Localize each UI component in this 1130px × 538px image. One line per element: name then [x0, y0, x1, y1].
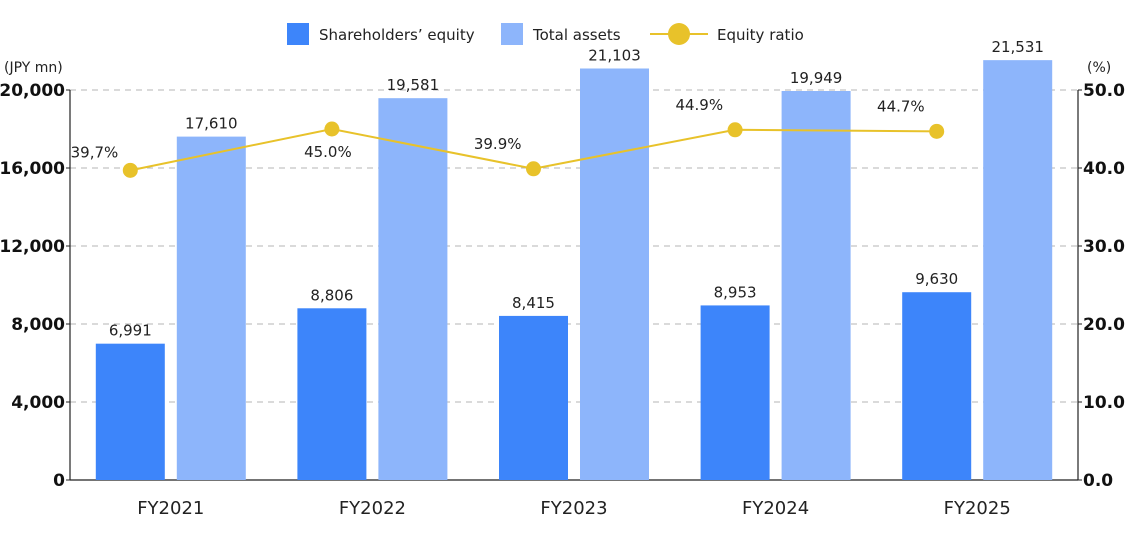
equity-ratio-point: [929, 123, 945, 139]
assets-bar-fy2024: [781, 90, 851, 480]
right-tick-label: 0.0: [1083, 471, 1113, 491]
equity-bar-fy2021: [95, 343, 165, 480]
right-tick-label: 50.0: [1083, 81, 1125, 101]
equity-value-label: 8,806: [310, 286, 353, 304]
right-tick-label: 30.0: [1083, 237, 1125, 257]
equity-ratio-label: 44.7%: [877, 97, 925, 115]
assets-value-label: 21,531: [991, 38, 1044, 56]
equity-ratio-line: [122, 121, 945, 178]
equity-ratio-point: [122, 162, 138, 178]
assets-value-label: 17,610: [185, 115, 238, 133]
assets-bar-fy2022: [378, 98, 448, 480]
assets-bar-fy2025: [983, 60, 1053, 480]
equity-ratio-label: 39,7%: [71, 143, 119, 161]
equity-bar-fy2024: [700, 305, 770, 480]
bars: [95, 60, 1053, 481]
left-tick-label: 12,000: [0, 237, 65, 257]
assets-bar-fy2023: [580, 68, 649, 480]
assets-value-label: 21,103: [588, 46, 641, 64]
equity-value-label: 8,953: [714, 283, 757, 301]
equity-value-label: 9,630: [915, 270, 958, 288]
left-tick-label: 16,000: [0, 159, 65, 179]
equity-ratio-label: 45.0%: [304, 143, 352, 161]
category-label: FY2022: [339, 498, 406, 519]
assets-value-label: 19,949: [790, 69, 843, 87]
equity-value-label: 8,415: [512, 294, 555, 312]
left-tick-label: 20,000: [0, 81, 65, 101]
equity-value-label: 6,991: [109, 322, 152, 340]
tick-labels: 0 4,000 8,000 12,000 16,000 20,000 0.0 10.0 20.0…: [0, 81, 1125, 519]
left-axis-unit: (JPY mn): [4, 60, 63, 76]
right-tick-label: 20.0: [1083, 315, 1125, 335]
legend-swatch: [287, 23, 309, 45]
legend-label: Total assets: [532, 26, 621, 44]
equity-bar-fy2023: [499, 315, 568, 480]
legend-marker: [668, 23, 690, 45]
left-tick-label: 4,000: [11, 393, 65, 413]
right-tick-label: 40.0: [1083, 159, 1125, 179]
legend: Shareholders’ equity Total assets Equity r…: [287, 23, 804, 45]
left-tick-label: 8,000: [11, 315, 65, 335]
equity-ratio-point: [727, 122, 743, 138]
data-labels: 6,991 17,610 8,806 19,581 8,415 21,103 8,953 19…: [71, 38, 1044, 340]
category-label: FY2021: [137, 498, 204, 519]
legend-label: Equity ratio: [717, 26, 804, 44]
category-label: FY2025: [944, 498, 1011, 519]
equity-ratio-label: 44.9%: [675, 96, 723, 114]
equity-bar-fy2022: [297, 308, 367, 480]
right-axis-unit: (%): [1087, 60, 1111, 76]
legend-swatch: [501, 23, 523, 45]
legend-label: Shareholders’ equity: [319, 26, 475, 44]
left-tick-label: 0: [53, 471, 65, 491]
equity-bar-fy2025: [902, 292, 972, 480]
assets-value-label: 19,581: [387, 76, 440, 94]
category-label: FY2024: [742, 498, 809, 519]
assets-bar-fy2021: [176, 136, 246, 481]
right-tick-label: 10.0: [1083, 393, 1125, 413]
equity-ratio-label: 39.9%: [474, 135, 522, 153]
equity-ratio-point: [324, 121, 340, 137]
category-label: FY2023: [540, 498, 607, 519]
equity-ratio-point: [526, 161, 541, 177]
